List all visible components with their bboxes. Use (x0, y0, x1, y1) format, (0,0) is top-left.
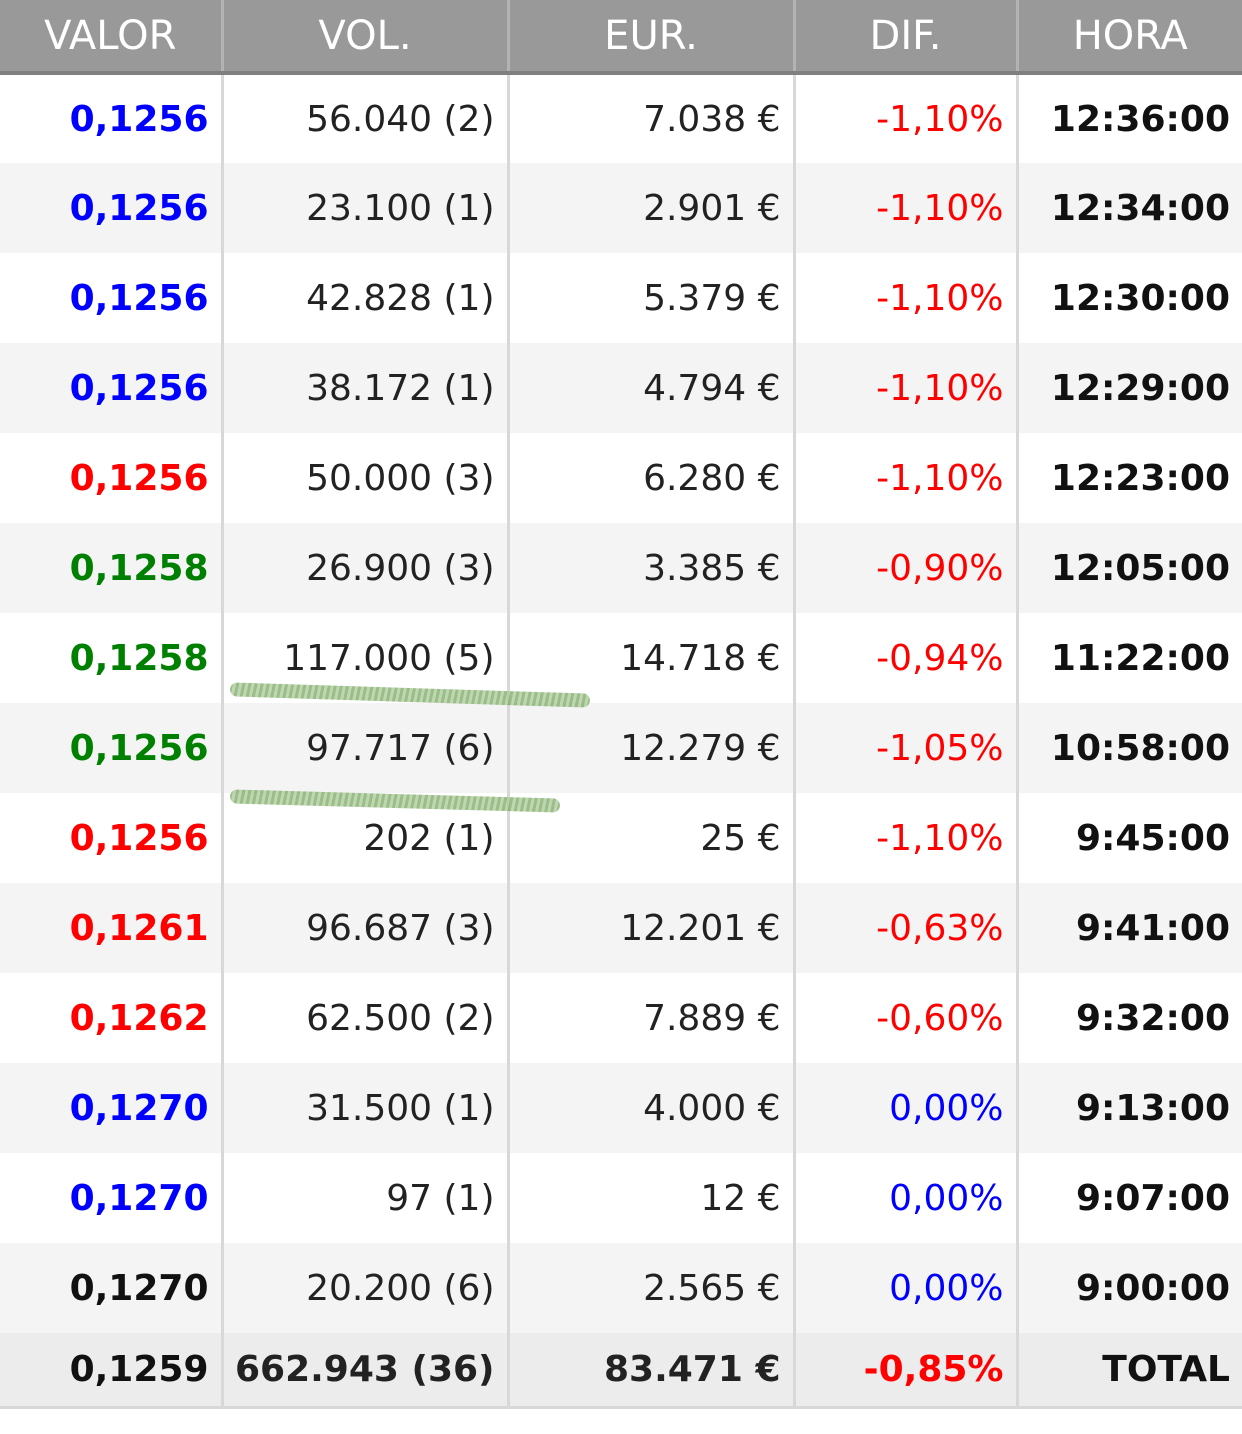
euro-cell: 7.889 € (508, 973, 796, 1063)
euro-cell: 12.279 € (508, 703, 796, 793)
table-row[interactable]: 0,1256 50.000 (3) 6.280 € -1,10% 12:23:00 (0, 433, 1242, 523)
euro-cell: 7.038 € (508, 73, 796, 163)
total-eur: 83.471 € (508, 1333, 796, 1409)
valor-cell: 0,1256 (0, 73, 224, 163)
hora-cell: 9:13:00 (1017, 1063, 1242, 1153)
valor-cell: 0,1256 (0, 163, 224, 253)
valor-cell: 0,1256 (0, 703, 224, 793)
total-valor: 0,1259 (0, 1333, 224, 1409)
hora-cell: 9:41:00 (1017, 883, 1242, 973)
volume-cell: 42.828 (1) (222, 253, 510, 343)
valor-cell: 0,1270 (0, 1153, 224, 1243)
euro-cell: 12.201 € (508, 883, 796, 973)
table-row[interactable]: 0,1270 20.200 (6) 2.565 €0,00% 9:00:00 (0, 1243, 1242, 1333)
hora-cell: 9:00:00 (1017, 1243, 1242, 1333)
hora-cell: 12:23:00 (1050, 457, 1230, 499)
table-row[interactable]: 0,1258 117.000 (5) 14.718 € -0,94% 11:22:00 (0, 613, 1242, 703)
dif-cell: -0,94% (794, 613, 1019, 703)
hora-cell: 12:34:00 (1017, 163, 1242, 253)
table-body: 0,1256 56.040 (2) 7.038 € -1,10% 12:36:00 0,1… (0, 73, 1242, 1409)
valor-cell: 0,1256 (0, 433, 224, 523)
volume-cell: 97 (1) (222, 1153, 510, 1243)
table-row[interactable]: 0,1262 62.500 (2) 7.889 € -0,60% 9:32:00 (0, 973, 1242, 1063)
hora-cell: 10:58:00 (1017, 703, 1242, 793)
table-row[interactable]: 0,1270 31.500 (1) 4.000 €0,00% 9:13:00 (0, 1063, 1242, 1153)
dif-cell: -1,10% (794, 433, 1019, 523)
valor-cell: 0,1261 (0, 883, 224, 973)
table-row[interactable]: 0,1256 97.717 (6) 12.279 € -1,05% 10:58:00 (0, 703, 1242, 793)
volume-cell: 23.100 (1) (222, 163, 510, 253)
table-row[interactable]: 0,1256 23.100 (1) 2.901 € -1,10% 12:34:00 (0, 163, 1242, 253)
hora-cell: 12:05:00 (1017, 523, 1242, 613)
euro-cell: 5.379 € (508, 253, 796, 343)
euro-cell: 6.280 € (508, 433, 796, 523)
volume-cell: 62.500 (2) (222, 973, 510, 1063)
hora-cell: 12:29:00 (1017, 343, 1242, 433)
hora-cell: 9:32:00 (1075, 997, 1230, 1039)
volume-cell: 56.040 (2) (222, 73, 510, 163)
hora-cell: 9:07:00 (1075, 1177, 1230, 1219)
table-row[interactable]: 0,1258 26.900 (3) 3.385 € -0,90% 12:05:00 (0, 523, 1242, 613)
euro-cell: 4.000 € (508, 1063, 796, 1153)
valor-cell: 0,1258 (0, 523, 224, 613)
volume-cell: 38.172 (1) (222, 343, 510, 433)
header-hora[interactable]: HORA (1017, 0, 1242, 75)
total-dif: -0,85% (794, 1333, 1019, 1409)
dif-cell: 0,00% (794, 1063, 1019, 1153)
table-row[interactable]: 0,1256 56.040 (2) 7.038 € -1,10% 12:36:00 (0, 73, 1242, 163)
volume-cell: 20.200 (6) (222, 1243, 510, 1333)
table-header: VALOR VOL. EUR. DIF. HORA (0, 0, 1242, 75)
hora-cell: 12:36:00 (1050, 98, 1230, 140)
total-vol: 662.943 (36) (222, 1333, 510, 1409)
dif-cell: -0,90% (794, 523, 1019, 613)
valor-cell: 0,1256 (0, 253, 224, 343)
hora-cell: 12:30:00 (1050, 277, 1230, 319)
valor-cell: 0,1256 (0, 343, 224, 433)
header-valor[interactable]: VALOR (0, 0, 224, 75)
valor-cell: 0,1270 (0, 1243, 224, 1333)
valor-cell: 0,1256 (0, 793, 224, 883)
dif-cell: -1,10% (794, 163, 1019, 253)
volume-cell: 26.900 (3) (222, 523, 510, 613)
euro-cell: 2.901 € (508, 163, 796, 253)
dif-cell: 0,00% (794, 1243, 1019, 1333)
dif-cell: -0,63% (794, 883, 1019, 973)
header-dif[interactable]: DIF. (794, 0, 1019, 75)
dif-cell: -0,60% (794, 973, 1019, 1063)
table-row[interactable]: 0,1256 38.172 (1) 4.794 € -1,10% 12:29:00 (0, 343, 1242, 433)
volume-cell: 50.000 (3) (222, 433, 510, 523)
valor-cell: 0,1270 (0, 1063, 224, 1153)
header-vol[interactable]: VOL. (222, 0, 510, 75)
valor-cell: 0,1262 (0, 973, 224, 1063)
dif-cell: -1,10% (794, 793, 1019, 883)
dif-cell: -1,05% (794, 703, 1019, 793)
table-row[interactable]: 0,1256 202 (1) 25 € -1,10% 9:45:00 (0, 793, 1242, 883)
table-row[interactable]: 0,1270 97 (1) 12 €0,00% 9:07:00 (0, 1153, 1242, 1243)
volume-cell: 97.717 (6) (222, 703, 510, 793)
dif-cell: -1,10% (794, 343, 1019, 433)
dif-cell: -1,10% (794, 73, 1019, 163)
volume-cell: 96.687 (3) (222, 883, 510, 973)
total-row: 0,1259 662.943 (36) 83.471 € -0,85% TOTA… (0, 1333, 1242, 1409)
euro-cell: 4.794 € (508, 343, 796, 433)
dif-cell: -1,10% (794, 253, 1019, 343)
table-row[interactable]: 0,1261 96.687 (3) 12.201 € -0,63% 9:41:00 (0, 883, 1242, 973)
euro-cell: 14.718 € (508, 613, 796, 703)
volume-cell: 31.500 (1) (222, 1063, 510, 1153)
valor-cell: 0,1258 (0, 613, 224, 703)
dif-cell: 0,00% (794, 1153, 1019, 1243)
hora-cell: 9:45:00 (1075, 817, 1230, 859)
euro-cell: 3.385 € (508, 523, 796, 613)
total-label: TOTAL (1017, 1333, 1242, 1409)
header-eur[interactable]: EUR. (508, 0, 796, 75)
table-row[interactable]: 0,1256 42.828 (1) 5.379 € -1,10% 12:30:00 (0, 253, 1242, 343)
euro-cell: 2.565 € (508, 1243, 796, 1333)
euro-cell: 12 € (508, 1153, 796, 1243)
hora-cell: 11:22:00 (1050, 637, 1230, 679)
